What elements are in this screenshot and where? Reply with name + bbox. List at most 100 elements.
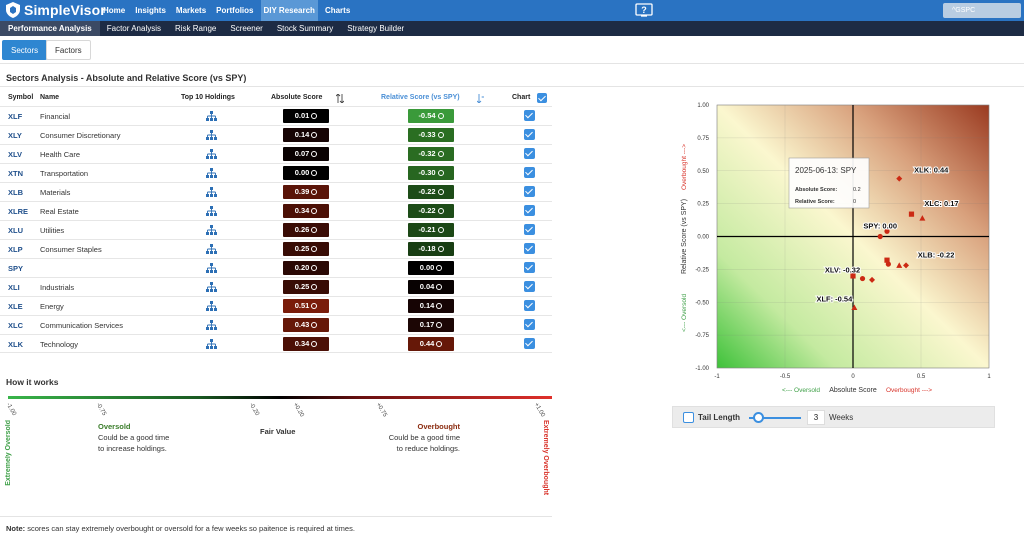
chart-checkbox[interactable] bbox=[524, 186, 535, 197]
relative-score-badge[interactable]: -0.33 bbox=[408, 128, 454, 142]
sort-icon[interactable] bbox=[336, 94, 344, 103]
row-symbol[interactable]: SPY bbox=[8, 264, 24, 273]
absolute-score-badge[interactable]: 0.43 bbox=[283, 318, 329, 332]
relative-score-badge[interactable]: -0.21 bbox=[408, 223, 454, 237]
subnav-stock-summary[interactable]: Stock Summary bbox=[276, 24, 334, 33]
symbol-search-input[interactable]: ^GSPC bbox=[943, 3, 1021, 18]
holdings-hierarchy-icon[interactable] bbox=[206, 244, 217, 254]
col-absolute[interactable]: Absolute Score bbox=[271, 94, 323, 101]
row-symbol[interactable]: XLE bbox=[8, 302, 23, 311]
nav-charts[interactable]: Charts bbox=[324, 6, 351, 15]
chart-checkbox[interactable] bbox=[524, 148, 535, 159]
chart-all-checkbox[interactable] bbox=[537, 93, 547, 103]
absolute-score-badge[interactable]: 0.07 bbox=[283, 147, 329, 161]
relative-score-badge[interactable]: 0.00 bbox=[408, 261, 454, 275]
oversold-legend: Oversold Could be a good time to increas… bbox=[98, 421, 169, 454]
col-name[interactable]: Name bbox=[40, 94, 60, 101]
subnav-performance-analysis[interactable]: Performance Analysis bbox=[0, 21, 100, 36]
subnav-strategy-builder[interactable]: Strategy Builder bbox=[347, 24, 405, 33]
tail-slider-thumb[interactable] bbox=[753, 412, 764, 423]
holdings-hierarchy-icon[interactable] bbox=[206, 168, 217, 178]
chart-checkbox[interactable] bbox=[524, 167, 535, 178]
chart-checkbox[interactable] bbox=[524, 224, 535, 235]
tab-sectors[interactable]: Sectors bbox=[2, 40, 48, 60]
nav-diy-research[interactable]: DIY Research bbox=[260, 0, 318, 21]
holdings-hierarchy-icon[interactable] bbox=[206, 339, 217, 349]
row-symbol[interactable]: XLI bbox=[8, 283, 20, 292]
nav-home[interactable]: Home bbox=[103, 6, 126, 15]
absolute-score-badge[interactable]: 0.00 bbox=[283, 166, 329, 180]
chart-checkbox[interactable] bbox=[524, 262, 535, 273]
subnav-factor-analysis[interactable]: Factor Analysis bbox=[106, 24, 161, 33]
holdings-hierarchy-icon[interactable] bbox=[206, 206, 217, 216]
row-symbol[interactable]: XLV bbox=[8, 150, 23, 159]
app-logo[interactable]: SimpleVisor bbox=[6, 2, 106, 18]
holdings-hierarchy-icon[interactable] bbox=[206, 320, 217, 330]
subnav-screener[interactable]: Screener bbox=[230, 24, 263, 33]
subnav-risk-range[interactable]: Risk Range bbox=[175, 24, 217, 33]
absolute-score-badge[interactable]: 0.26 bbox=[283, 223, 329, 237]
row-symbol[interactable]: XTN bbox=[8, 169, 23, 178]
absolute-score-badge[interactable]: 0.34 bbox=[283, 337, 329, 351]
nav-portfolios[interactable]: Portfolios bbox=[216, 6, 254, 15]
relative-score-badge[interactable]: -0.30 bbox=[408, 166, 454, 180]
chart-checkbox[interactable] bbox=[524, 129, 535, 140]
scatter-chart[interactable]: -1 -0.5 0 0.5 1 1.00 0.75 0.50 0.25 0.00 -0.25 -0.5… bbox=[664, 94, 1004, 396]
weeks-input[interactable]: 3 bbox=[807, 410, 825, 425]
tail-slider-track[interactable] bbox=[749, 417, 801, 419]
chart-checkbox[interactable] bbox=[524, 300, 535, 311]
chevron-right-icon bbox=[311, 246, 318, 252]
sort-desc-icon[interactable]: = bbox=[477, 94, 485, 103]
tooltip-abs-value: 0.2 bbox=[853, 187, 861, 193]
absolute-score-badge[interactable]: 0.39 bbox=[283, 185, 329, 199]
holdings-hierarchy-icon[interactable] bbox=[206, 263, 217, 273]
row-symbol[interactable]: XLP bbox=[8, 245, 23, 254]
absolute-score-badge[interactable]: 0.01 bbox=[283, 109, 329, 123]
relative-score-badge[interactable]: -0.32 bbox=[408, 147, 454, 161]
chevron-right-icon bbox=[437, 113, 444, 119]
col-symbol[interactable]: Symbol bbox=[8, 94, 34, 101]
row-symbol[interactable]: XLC bbox=[8, 321, 23, 330]
tail-length-checkbox[interactable] bbox=[683, 412, 694, 423]
absolute-score-badge[interactable]: 0.25 bbox=[283, 242, 329, 256]
tab-factors[interactable]: Factors bbox=[46, 40, 91, 60]
relative-score-badge[interactable]: 0.04 bbox=[408, 280, 454, 294]
chart-checkbox[interactable] bbox=[524, 281, 535, 292]
relative-score-badge[interactable]: -0.22 bbox=[408, 185, 454, 199]
row-symbol[interactable]: XLB bbox=[8, 188, 23, 197]
row-symbol[interactable]: XLF bbox=[8, 112, 23, 121]
holdings-hierarchy-icon[interactable] bbox=[206, 130, 217, 140]
relative-score-badge[interactable]: -0.54 bbox=[408, 109, 454, 123]
absolute-score-badge[interactable]: 0.14 bbox=[283, 128, 329, 142]
overbought-text: to reduce holdings. bbox=[396, 444, 460, 453]
row-symbol[interactable]: XLY bbox=[8, 131, 22, 140]
relative-score-badge[interactable]: 0.14 bbox=[408, 299, 454, 313]
holdings-hierarchy-icon[interactable] bbox=[206, 282, 217, 292]
absolute-score-badge[interactable]: 0.25 bbox=[283, 280, 329, 294]
nav-markets[interactable]: Markets bbox=[175, 6, 207, 15]
row-symbol[interactable]: XLRE bbox=[8, 207, 29, 216]
absolute-score-badge[interactable]: 0.51 bbox=[283, 299, 329, 313]
chart-checkbox[interactable] bbox=[524, 110, 535, 121]
relative-score-badge[interactable]: -0.18 bbox=[408, 242, 454, 256]
row-symbol[interactable]: XLK bbox=[8, 340, 23, 349]
row-symbol[interactable]: XLU bbox=[8, 226, 23, 235]
absolute-score-badge[interactable]: 0.20 bbox=[283, 261, 329, 275]
chart-checkbox[interactable] bbox=[524, 338, 535, 349]
relative-score-badge[interactable]: 0.44 bbox=[408, 337, 454, 351]
holdings-hierarchy-icon[interactable] bbox=[206, 111, 217, 121]
absolute-score-badge[interactable]: 0.34 bbox=[283, 204, 329, 218]
col-relative[interactable]: Relative Score (vs SPY) bbox=[381, 94, 460, 101]
chart-checkbox[interactable] bbox=[524, 205, 535, 216]
chart-checkbox[interactable] bbox=[524, 243, 535, 254]
scatter-chart-svg[interactable]: -1 -0.5 0 0.5 11.000.750.500.250.00-0.25-0.5… bbox=[664, 94, 1004, 396]
relative-score-badge[interactable]: 0.17 bbox=[408, 318, 454, 332]
help-icon[interactable]: ? bbox=[635, 3, 653, 18]
holdings-hierarchy-icon[interactable] bbox=[206, 301, 217, 311]
nav-insights[interactable]: Insights bbox=[135, 6, 166, 15]
holdings-hierarchy-icon[interactable] bbox=[206, 225, 217, 235]
holdings-hierarchy-icon[interactable] bbox=[206, 149, 217, 159]
chart-checkbox[interactable] bbox=[524, 319, 535, 330]
holdings-hierarchy-icon[interactable] bbox=[206, 187, 217, 197]
relative-score-badge[interactable]: -0.22 bbox=[408, 204, 454, 218]
